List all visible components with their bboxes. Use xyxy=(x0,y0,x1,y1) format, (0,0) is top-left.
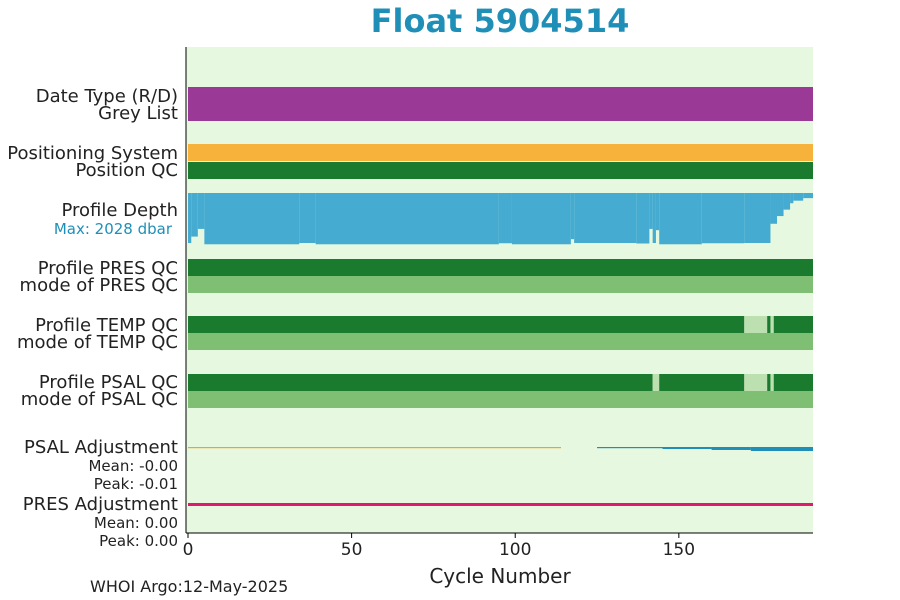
pres-adjustment-bar xyxy=(188,503,813,506)
profile-depth-bar xyxy=(204,193,300,245)
label-pres-mean: Mean: 0.00 xyxy=(93,514,178,532)
psal-adjustment-bar xyxy=(597,447,663,449)
profile-depth-bar xyxy=(793,193,804,201)
profile-depth-bar xyxy=(299,193,316,243)
label-positioning-system: Positioning System xyxy=(7,143,178,164)
profile-depth-bar xyxy=(574,193,637,243)
label-position-qc: Position QC xyxy=(75,160,178,181)
profile-depth-bar xyxy=(191,193,198,237)
footer-credit: WHOI Argo:12-May-2025 xyxy=(90,577,289,596)
profile-psal-qc-segment xyxy=(188,374,653,391)
label-grey-list: Grey List xyxy=(98,103,178,124)
profile-temp-qc-segment xyxy=(767,316,771,333)
psal-adjustment-bar xyxy=(711,447,751,450)
profile-psal-qc-segment xyxy=(659,374,745,391)
profile-depth-bar xyxy=(744,193,771,243)
x-tick-label: 0 xyxy=(182,540,194,560)
psal-adjustment-bar xyxy=(750,447,813,451)
profile-psal-qc-segment xyxy=(770,374,774,391)
profile-depth-bar xyxy=(197,193,205,229)
profile-depth-bar xyxy=(803,193,813,199)
profile-depth-bar xyxy=(188,193,192,243)
label-mode-psal-qc: mode of PSAL QC xyxy=(20,389,178,410)
profile-depth-bar xyxy=(777,193,784,217)
mode-of-temp-qc-segment xyxy=(188,333,813,350)
profile-depth-bar xyxy=(636,193,650,244)
profile-psal-qc-segment xyxy=(767,374,771,391)
date-type-r-d-segment xyxy=(188,87,813,121)
position-qc-segment xyxy=(188,162,813,179)
profile-psal-qc-segment xyxy=(773,374,813,391)
x-tick-label: 100 xyxy=(498,540,532,560)
profile-depth-bar xyxy=(655,193,660,231)
profile-depth-bar xyxy=(498,193,512,244)
label-profile-psal-qc: Profile PSAL QC xyxy=(38,372,178,393)
x-tick-label: 150 xyxy=(662,540,696,560)
profile-depth-bar xyxy=(790,193,794,204)
profile-temp-qc-segment xyxy=(744,316,768,333)
chart-title: Float 5904514 xyxy=(370,2,630,40)
profile-psal-qc-segment xyxy=(744,374,768,391)
label-psal-adjustment: PSAL Adjustment xyxy=(23,437,178,458)
profile-temp-qc-segment xyxy=(188,316,745,333)
psal-adjustment-bar xyxy=(662,447,712,449)
profile-depth-bar xyxy=(783,193,791,210)
label-date-type: Date Type (R/D) xyxy=(35,86,178,107)
profile-depth-bar xyxy=(659,193,702,245)
profile-depth-bar xyxy=(649,193,653,229)
label-psal-mean: Mean: -0.00 xyxy=(88,457,178,475)
label-mode-temp-qc: mode of TEMP QC xyxy=(16,332,178,353)
label-pres-peak: Peak: 0.00 xyxy=(99,532,178,550)
profile-psal-qc-segment xyxy=(652,374,660,391)
label-pres-adjustment: PRES Adjustment xyxy=(22,494,178,515)
psal-adjustment-bar xyxy=(188,447,562,449)
profile-pres-qc-segment xyxy=(188,259,813,276)
mode-of-psal-qc-segment xyxy=(188,391,813,408)
profile-depth-bar xyxy=(770,193,778,224)
profile-depth-bar xyxy=(701,193,745,244)
label-psal-peak: Peak: -0.01 xyxy=(93,475,178,493)
profile-depth-bar xyxy=(511,193,571,245)
profile-temp-qc-segment xyxy=(773,316,813,333)
x-axis-label: Cycle Number xyxy=(429,564,571,588)
profile-temp-qc-segment xyxy=(770,316,774,333)
label-profile-depth: Profile Depth xyxy=(61,200,178,221)
label-mode-pres-qc: mode of PRES QC xyxy=(19,275,178,296)
label-profile-temp-qc: Profile TEMP QC xyxy=(35,315,178,336)
x-tick-label: 50 xyxy=(340,540,363,560)
positioning-system-segment xyxy=(188,144,813,161)
profile-depth-bar xyxy=(315,193,499,245)
profile-depth-bar xyxy=(570,193,575,240)
profile-depth-bar xyxy=(652,193,656,243)
mode-of-pres-qc-segment xyxy=(188,276,813,293)
label-max-depth: Max: 2028 dbar xyxy=(53,220,172,238)
label-profile-pres-qc: Profile PRES QC xyxy=(37,258,178,279)
